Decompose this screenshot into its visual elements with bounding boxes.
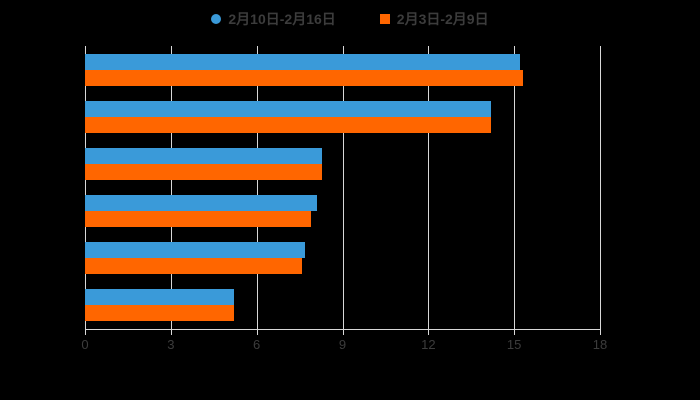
gridline — [256, 46, 258, 329]
legend-item-series-1[interactable]: 2月3日-2月9日 — [379, 11, 489, 27]
bar[interactable] — [85, 53, 520, 70]
legend-label-series-0: 2月10日-2月16日 — [228, 11, 336, 27]
gridline — [342, 46, 344, 329]
x-tickmark — [170, 329, 172, 335]
x-tick-label: 0 — [81, 337, 89, 352]
legend-label-series-1: 2月3日-2月9日 — [396, 11, 489, 27]
legend-marker-circle-icon — [211, 14, 222, 24]
bar[interactable] — [85, 69, 523, 86]
x-tick-label: 18 — [592, 337, 608, 352]
gridline — [600, 46, 601, 329]
y-axis-line — [85, 46, 86, 329]
bar[interactable] — [85, 258, 303, 275]
bar[interactable] — [85, 305, 234, 322]
legend-item-series-0[interactable]: 2月10日-2月16日 — [211, 11, 336, 27]
x-tickmark — [85, 329, 86, 335]
bar[interactable] — [85, 100, 492, 117]
x-tick-label: 9 — [338, 337, 347, 352]
x-tickmark — [428, 329, 430, 335]
x-tickmark — [514, 329, 516, 335]
x-tickmark — [600, 329, 601, 335]
bar[interactable] — [85, 289, 234, 306]
chart-legend: 2月10日-2月16日 2月3日-2月9日 — [0, 6, 700, 32]
plot-area — [85, 46, 600, 329]
gridline — [170, 46, 172, 329]
gridline — [514, 46, 516, 329]
x-tick-label: 12 — [421, 337, 436, 352]
bar[interactable] — [85, 211, 312, 228]
x-tick-label: 3 — [167, 337, 175, 352]
x-tickmark — [256, 329, 258, 335]
bar[interactable] — [85, 116, 492, 133]
bar[interactable] — [85, 163, 323, 180]
bar[interactable] — [85, 147, 323, 164]
gridline — [428, 46, 430, 329]
legend-marker-square-icon — [379, 14, 390, 24]
x-tickmark — [342, 329, 344, 335]
bar[interactable] — [85, 242, 306, 259]
bar[interactable] — [85, 195, 317, 212]
x-tick-label: 6 — [253, 337, 261, 352]
x-tick-label: 15 — [506, 337, 522, 352]
